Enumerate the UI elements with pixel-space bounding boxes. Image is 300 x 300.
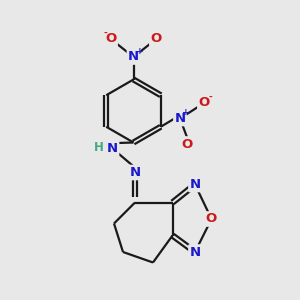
Text: -: -: [209, 93, 212, 102]
Text: N: N: [174, 112, 186, 125]
Text: N: N: [129, 166, 141, 179]
Text: O: O: [198, 95, 210, 109]
Text: N: N: [128, 50, 139, 64]
Text: O: O: [150, 32, 162, 46]
Text: N: N: [189, 178, 201, 191]
Text: -: -: [103, 29, 107, 38]
Text: O: O: [206, 212, 217, 226]
Text: N: N: [107, 142, 118, 155]
Text: O: O: [182, 137, 193, 151]
Text: O: O: [105, 32, 117, 46]
Text: N: N: [189, 245, 201, 259]
Text: H: H: [94, 141, 104, 154]
Text: +: +: [182, 108, 190, 117]
Text: +: +: [136, 46, 143, 56]
